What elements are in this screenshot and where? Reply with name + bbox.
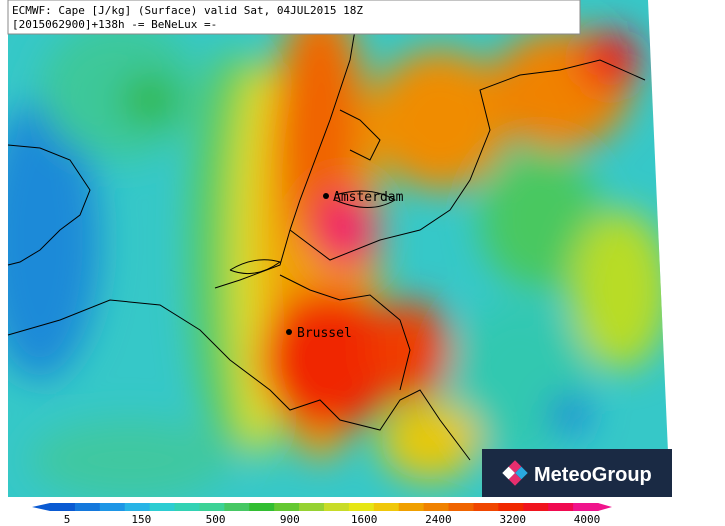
colorbar-segment (74, 503, 101, 511)
colorbar-segment (548, 503, 574, 511)
colorbar-segment (174, 503, 200, 511)
colorbar-arrow (598, 503, 612, 511)
colorbar-segment (324, 503, 350, 511)
colorbar-segment (573, 503, 599, 511)
colorbar: 5 150 500 900 1600 2400 3200 4000 (32, 503, 612, 526)
colorbar-label: 500 (206, 513, 226, 526)
map-subtitle: [2015062900]+138h -= BeNeLux =- (12, 18, 217, 31)
colorbar-arrow (32, 503, 50, 511)
colorbar-segment (398, 503, 425, 511)
colorbar-label: 150 (131, 513, 151, 526)
cape-field (8, 0, 670, 497)
colorbar-segment (498, 503, 524, 511)
colorbar-segment (274, 503, 300, 511)
borders (7, 0, 646, 461)
logo-text: MeteoGroup (534, 464, 652, 486)
colorbar-label: 1600 (351, 513, 378, 526)
colorbar-segment (523, 503, 549, 511)
colorbar-label: 4000 (574, 513, 601, 526)
colorbar-segment (348, 503, 375, 511)
colorbar-label: 3200 (499, 513, 526, 526)
colorbar-label: 2400 (425, 513, 452, 526)
colorbar-segment (149, 503, 176, 511)
city-dot (286, 329, 292, 335)
colorbar-segment (224, 503, 250, 511)
colorbar-segment (50, 503, 76, 511)
colorbar-segment (199, 503, 225, 511)
colorbar-segment (373, 503, 400, 511)
colorbar-segment (473, 503, 499, 511)
colorbar-segment (423, 503, 450, 511)
city-dot (323, 193, 329, 199)
colorbar-segment (299, 503, 325, 511)
header-box (7, 0, 581, 35)
colorbar-segment (124, 503, 151, 511)
colorbar-label: 5 (64, 513, 71, 526)
colorbar-label: 900 (280, 513, 300, 526)
city-label: Amsterdam (333, 190, 404, 205)
colorbar-segment (249, 503, 275, 511)
colorbar-segment (99, 503, 126, 511)
colorbar-segment (448, 503, 474, 511)
map-title: ECMWF: Cape [J/kg] (Surface) valid Sat, … (12, 4, 363, 17)
city-label: Brussel (297, 326, 352, 341)
logo: MeteoGroup (482, 449, 672, 497)
